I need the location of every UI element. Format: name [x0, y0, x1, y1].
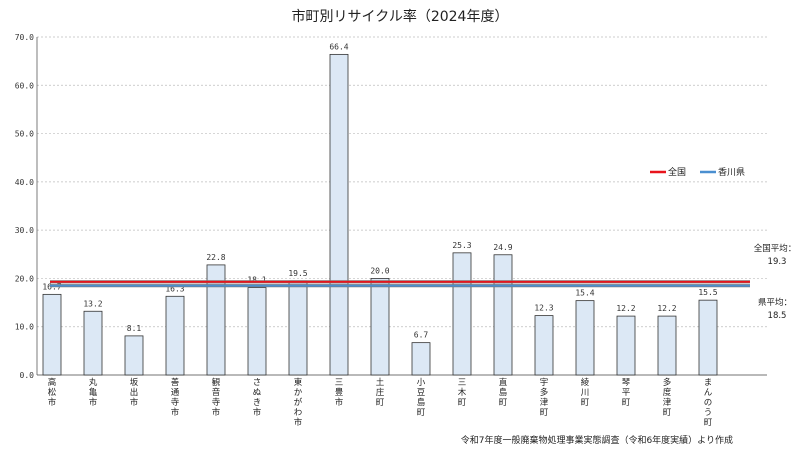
bar [534, 315, 554, 376]
bar [370, 278, 390, 376]
bar [698, 299, 718, 376]
bar [411, 342, 431, 376]
category-label: 直島町 [499, 377, 508, 408]
category-label: 宇多津町 [540, 377, 549, 418]
bar [493, 254, 513, 376]
bar [206, 264, 226, 376]
y-axis: 0.0 10.0 20.0 30.0 40.0 50.0 60.0 70.0 [15, 33, 38, 380]
category-label: 丸亀市 [89, 377, 98, 408]
category-label: 多度津町 [663, 377, 672, 418]
category-label: 坂出市 [130, 377, 139, 408]
category-label: 三豊市 [335, 378, 344, 408]
y-tick-label: 40.0 [15, 178, 34, 187]
bar-value-label: 24.9 [493, 243, 512, 252]
bar-value-label: 25.3 [452, 241, 471, 250]
y-tick-label: 20.0 [15, 274, 34, 283]
chart-title: 市町別リサイクル率（2024年度） [292, 8, 509, 25]
bar-value-label: 13.2 [83, 299, 102, 308]
y-tick-label: 0.0 [20, 371, 35, 380]
bar [165, 295, 185, 376]
category-label: 綾川町 [581, 377, 590, 408]
bar [657, 315, 677, 376]
bar [124, 335, 144, 376]
bar-value-label: 20.0 [370, 266, 389, 275]
category-label: 土庄町 [376, 377, 385, 408]
bar [288, 280, 308, 376]
reference-annotation-value: 18.5 [768, 311, 787, 321]
category-label: さぬき市 [253, 378, 262, 418]
source-note: 令和7年度一般廃棄物処理事業実態調査（令和6年度実績）より作成 [461, 434, 733, 446]
grid-lines [37, 36, 767, 376]
category-label: 琴平町 [622, 378, 631, 408]
bar [616, 315, 636, 376]
category-label: 三木町 [458, 378, 467, 408]
bar-value-label: 8.1 [127, 324, 142, 333]
bar-value-label: 18.1 [247, 276, 266, 285]
y-tick-label: 50.0 [15, 130, 34, 139]
reference-annotation-title: 全国平均： [754, 243, 797, 254]
bar-value-label: 12.2 [616, 304, 635, 313]
bar-value-label: 12.3 [534, 304, 553, 313]
bar-value-label: 12.2 [657, 304, 676, 313]
category-label: 観音寺市 [212, 377, 221, 418]
reference-annotation-value: 19.3 [768, 257, 787, 267]
y-tick-label: 70.0 [15, 33, 34, 42]
bar-value-label: 16.3 [165, 284, 184, 293]
bar-value-label: 19.5 [288, 269, 307, 278]
category-label: 小豆島町 [417, 377, 426, 418]
bar-value-label: 6.7 [414, 331, 429, 340]
bar-value-label: 15.5 [698, 288, 717, 297]
category-label: 高松市 [48, 377, 57, 408]
y-tick-label: 60.0 [15, 81, 34, 90]
bar-value-label: 15.4 [575, 289, 594, 298]
reference-lines: 全国平均： 19.3 県平均： 18.5 [50, 243, 796, 321]
bar [42, 293, 62, 376]
legend: 全国 香川県 [650, 166, 745, 178]
legend-label: 全国 [668, 166, 686, 178]
bar [452, 252, 472, 376]
bar-value-label: 22.8 [206, 253, 225, 262]
bar [575, 300, 595, 376]
y-tick-label: 10.0 [15, 323, 34, 332]
legend-label: 香川県 [718, 167, 745, 178]
x-axis-labels: 高松市 丸亀市 坂出市 善通寺市 観音寺市 さぬき市 東かがわ市 三豊市 土庄町 小豆島町 三木町 直… [48, 377, 713, 428]
bar-value-label: 66.4 [329, 42, 348, 51]
category-label: まんのう町 [704, 378, 713, 428]
bar [247, 287, 267, 376]
bars: 16.713.28.116.322.818.119.566.420.06.725… [42, 42, 718, 376]
y-tick-label: 30.0 [15, 226, 34, 235]
category-label: 善通寺市 [171, 377, 180, 418]
bar [329, 53, 349, 376]
bar [83, 310, 103, 376]
reference-annotation-title: 県平均： [758, 297, 792, 308]
category-label: 東かがわ市 [294, 377, 303, 428]
